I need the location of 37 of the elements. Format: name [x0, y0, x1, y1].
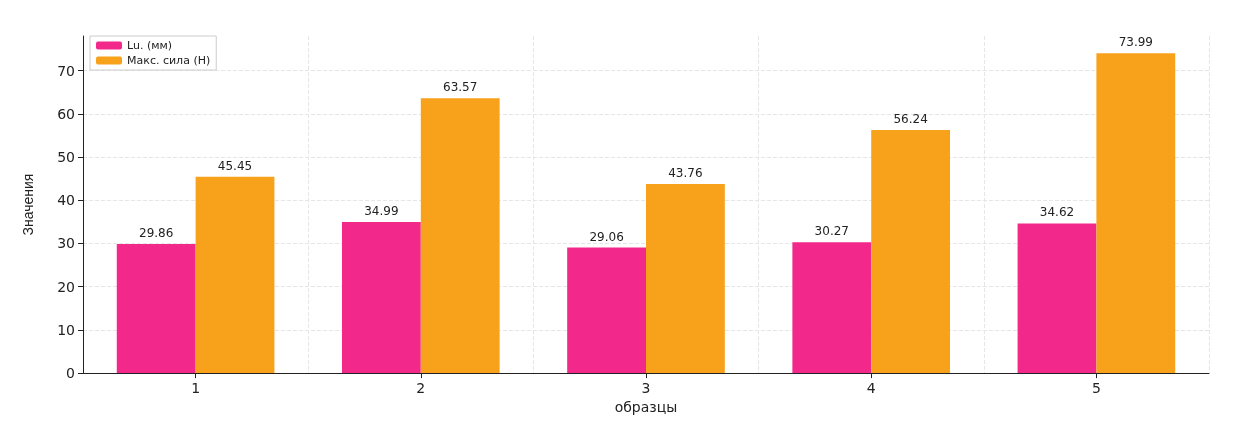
- legend-label: Lu. (мм): [127, 39, 173, 52]
- bar: [1017, 223, 1097, 374]
- y-tick-label: 50: [57, 149, 75, 166]
- data-label: 30.27: [814, 224, 849, 239]
- y-tick-label: 10: [57, 321, 75, 338]
- x-axis-title: образцы: [614, 399, 678, 415]
- y-tick-label: 70: [57, 62, 75, 79]
- data-label: 63.57: [443, 80, 478, 95]
- y-tick-label: 40: [57, 192, 75, 209]
- x-tick-label: 4: [866, 380, 876, 397]
- data-label: 43.76: [668, 165, 703, 180]
- bar: [1096, 53, 1176, 374]
- y-axis-title: Значения: [20, 173, 36, 236]
- data-label: 34.99: [364, 203, 399, 218]
- y-tick-label: 30: [57, 235, 75, 252]
- bar: [792, 242, 872, 374]
- y-tick-label: 20: [57, 278, 75, 295]
- y-tick-label: 60: [57, 105, 75, 122]
- bar: [567, 247, 646, 374]
- data-label: 29.86: [139, 226, 174, 241]
- x-tick-label: 3: [641, 380, 651, 397]
- x-tick-label: 5: [1091, 380, 1101, 397]
- bar: [341, 221, 421, 374]
- data-label: 29.06: [589, 229, 624, 244]
- bar: [116, 244, 196, 374]
- legend-label: Макс. сила (Н): [127, 54, 211, 67]
- bar: [871, 130, 951, 374]
- data-label: 45.45: [217, 158, 253, 173]
- data-label: 73.99: [1118, 35, 1153, 50]
- data-label: 34.62: [1039, 205, 1075, 220]
- x-tick-label: 1: [191, 380, 201, 397]
- bar: [646, 183, 725, 374]
- data-label: 56.24: [893, 112, 928, 127]
- bar: [420, 98, 500, 374]
- y-tick-label: 0: [66, 365, 75, 382]
- x-tick-label: 2: [416, 380, 426, 397]
- bar: [195, 176, 275, 374]
